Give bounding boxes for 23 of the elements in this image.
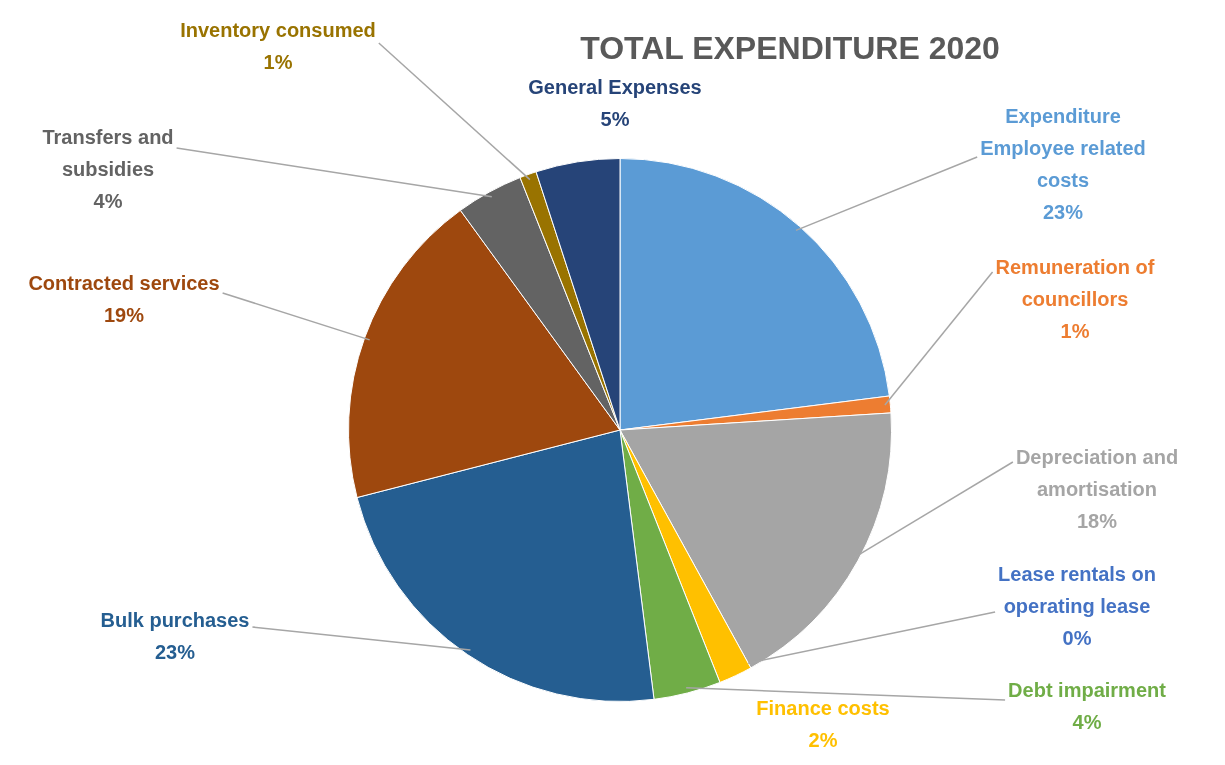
slice-label: Contracted services [28, 271, 220, 294]
slice-label: Finance costs [756, 696, 890, 719]
category-label: Lease rentals on operating lease [998, 562, 1156, 617]
slice-label: General Expenses [528, 75, 702, 98]
data-label: 23% [154, 640, 196, 663]
slice-label: Depreciation and amortisation [1015, 445, 1179, 500]
data-label: 18% [1076, 509, 1118, 532]
slice-label: Bulk purchases [100, 608, 250, 631]
slice-label: Debt impairment [1008, 678, 1167, 701]
data-label: 2% [808, 728, 838, 751]
slice-label: Transfers and subsidies [42, 125, 174, 180]
slice-label: Expenditure Employee related costs [980, 104, 1146, 191]
data-label: 4% [1072, 710, 1102, 733]
data-label: 1% [263, 50, 293, 73]
data-label: 1% [1060, 319, 1090, 342]
data-label: 4% [93, 189, 123, 212]
data-label: 19% [103, 303, 145, 326]
data-label: 5% [600, 107, 630, 130]
chart-title: TOTAL EXPENDITURE 2020 [580, 29, 1000, 66]
text: 0% [1062, 626, 1092, 649]
slice-label: Remuneration of councillors [995, 255, 1155, 310]
data-label: 23% [1042, 200, 1084, 223]
slice-label: Inventory consumed [180, 18, 376, 41]
